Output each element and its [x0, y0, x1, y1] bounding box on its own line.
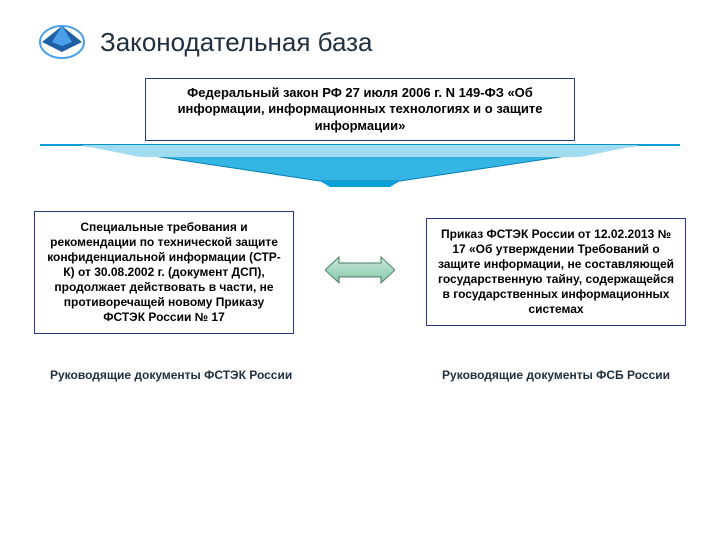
funnel-connector [0, 139, 720, 187]
funnel-icon [40, 139, 680, 187]
order-17-box: Приказ ФСТЭК России от 12.02.2013 № 17 «… [426, 218, 686, 326]
slide-header: Законодательная база [0, 0, 720, 68]
slide-title: Законодательная база [100, 27, 373, 58]
main-row: Специальные требования и рекомендации по… [0, 211, 720, 334]
logo-icon [36, 22, 88, 62]
double-arrow-icon [325, 253, 395, 292]
fsb-docs-label: Руководящие документы ФСБ России [442, 368, 670, 382]
federal-law-box: Федеральный закон РФ 27 июля 2006 г. N 1… [145, 78, 575, 141]
str-k-box: Специальные требования и рекомендации по… [34, 211, 294, 334]
bottom-row: Руководящие документы ФСТЭК России Руков… [0, 368, 720, 382]
fstek-docs-label: Руководящие документы ФСТЭК России [50, 368, 292, 382]
